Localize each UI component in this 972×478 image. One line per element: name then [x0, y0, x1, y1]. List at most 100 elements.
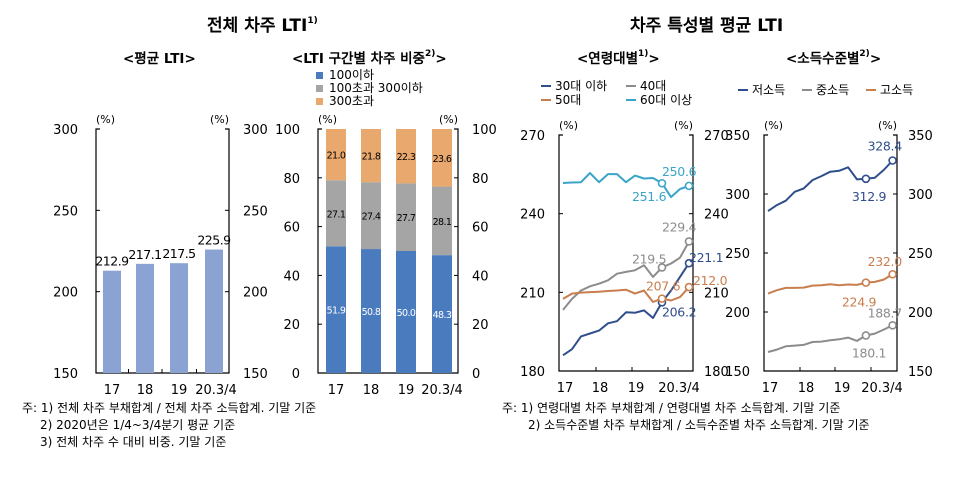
footnote-right-1: 주: 1) 연령대별 차주 부채합계 / 연령대별 차주 소득합계. 기말 기준	[502, 401, 840, 415]
bar	[136, 263, 154, 373]
data-point-label: 224.9	[842, 295, 877, 310]
footnote-right-2: 2) 소득수준별 차주 부채합계 / 소득수준별 차주 소득합계. 기말 기준	[528, 418, 870, 432]
y-tick-label-left: 80	[283, 172, 300, 187]
bar-segment	[396, 183, 416, 251]
x-tick-label: 18	[137, 383, 154, 398]
segment-value-label: 21.0	[327, 151, 346, 162]
y-tick-label-left: 150	[725, 365, 750, 380]
x-tick-label: 18	[592, 381, 609, 396]
bar-segment	[432, 255, 452, 373]
unit-label-left: (%)	[318, 113, 337, 126]
data-point-marker	[861, 278, 871, 287]
bar-value-label: 217.5	[162, 246, 195, 261]
unit-label-right: (%)	[674, 119, 693, 132]
bar-segment	[432, 186, 452, 256]
segment-value-label: 23.6	[433, 154, 452, 165]
y-tick-label-right: 270	[704, 129, 729, 144]
data-point-marker	[657, 178, 667, 188]
data-point-marker	[684, 282, 694, 292]
x-tick-label: 18	[363, 383, 380, 398]
y-tick-label-left: 40	[283, 269, 300, 284]
bar-segment	[361, 249, 381, 373]
y-tick-label-left: 180	[520, 365, 545, 380]
legend-label: 중소득	[816, 83, 849, 97]
data-point-label: 219.5	[632, 251, 666, 266]
bar-segment	[432, 129, 452, 187]
series-line	[562, 262, 690, 357]
chart-title-average-lti: <평균 LTI>	[123, 50, 196, 67]
bar	[205, 249, 223, 373]
chart-1: 0 0 20 20 40 40 60 60 80 80 100 100 (%) (%) 100이하100초과…	[275, 68, 497, 398]
y-tick-label-right: 250	[243, 204, 268, 219]
y-tick-label-right: 40	[472, 269, 489, 284]
x-tick-label: 17	[328, 383, 345, 398]
unit-label-left: (%)	[96, 113, 115, 126]
y-tick-label-left: 60	[283, 221, 300, 236]
y-tick-label-right: 100	[472, 123, 497, 138]
y-tick-label-left: 200	[53, 286, 78, 301]
y-tick-label-right: 200	[243, 286, 268, 301]
data-point-label: 229.4	[662, 219, 697, 234]
data-point-label: 328.4	[868, 138, 903, 153]
bar-value-label: 225.9	[197, 233, 231, 248]
footnote-left-3: 3) 전체 차주 수 대비 비중. 기말 기준	[40, 435, 226, 449]
data-point-label: 250.6	[662, 164, 697, 179]
group-title-by-characteristic: 차주 특성별 평균 LTI	[630, 16, 783, 36]
chart-3: 150 150 200 200 250 250 300 300 350 350 (%) (%) 17 18…	[725, 83, 933, 396]
y-tick-label-right: 240	[704, 208, 729, 223]
unit-label-left: (%)	[764, 119, 783, 132]
series-line	[767, 324, 894, 353]
data-point-marker	[684, 237, 694, 246]
chart-title-by-age: <연령대별1)>	[577, 49, 660, 67]
y-tick-label-right: 60	[472, 221, 489, 236]
data-point-label: 312.9	[852, 189, 887, 204]
legend-label: 300초과	[329, 94, 374, 108]
data-point-label: 206.2	[662, 304, 696, 319]
y-tick-label-left: 270	[520, 129, 545, 144]
data-point-marker	[861, 331, 871, 340]
y-tick-label-right: 180	[704, 365, 729, 380]
x-tick-label: 18	[798, 381, 815, 396]
legend-label: 40대	[640, 79, 666, 93]
unit-label-right: (%)	[439, 113, 458, 126]
series-line	[562, 172, 690, 199]
legend-label: 50대	[555, 93, 581, 107]
legend-label: 100이하	[329, 68, 374, 82]
y-tick-label-right: 80	[472, 172, 489, 187]
data-point-marker	[861, 174, 871, 184]
y-tick-label-right: 300	[243, 123, 268, 138]
y-tick-label-left: 200	[725, 306, 750, 321]
legend-label: 저소득	[752, 83, 785, 97]
segment-value-label: 27.7	[397, 213, 416, 224]
segment-value-label: 28.1	[433, 217, 452, 228]
y-tick-label-left: 20	[283, 318, 300, 333]
segment-value-label: 22.3	[397, 152, 416, 163]
segment-value-label: 50.8	[362, 307, 381, 318]
data-point-label: 232.0	[868, 254, 903, 269]
segment-value-label: 27.1	[327, 209, 346, 220]
x-tick-label: 20.3/4	[421, 383, 463, 398]
chart-2: 180 180 210 210 240 240 270 270 (%) (%) 17 18 19 20.3…	[520, 79, 729, 396]
bar-segment	[326, 129, 346, 181]
x-tick-label: 19	[171, 383, 188, 398]
legend-label: 고소득	[880, 83, 913, 97]
y-tick-label-right: 350	[908, 129, 933, 144]
group-title-overall: 전체 차주 LTI1)	[207, 16, 318, 36]
series-line	[767, 159, 894, 212]
data-point-label: 180.1	[852, 345, 886, 360]
y-tick-label-left: 300	[725, 188, 750, 203]
data-point-marker	[888, 156, 897, 165]
y-tick-label-left: 150	[53, 367, 78, 382]
y-tick-label-left: 300	[53, 123, 78, 138]
x-tick-label: 17	[104, 383, 121, 398]
legend-label: 30대 이하	[555, 79, 607, 93]
y-tick-label-right: 150	[243, 367, 268, 382]
x-tick-label: 20.3/4	[658, 381, 700, 396]
data-point-label: 251.6	[632, 189, 667, 204]
unit-label-right: (%)	[878, 119, 897, 132]
y-tick-label-left: 100	[275, 123, 300, 138]
bar-segment	[361, 129, 381, 183]
data-point-marker	[888, 269, 897, 279]
segment-value-label: 50.0	[397, 308, 416, 319]
data-point-marker	[684, 181, 694, 191]
